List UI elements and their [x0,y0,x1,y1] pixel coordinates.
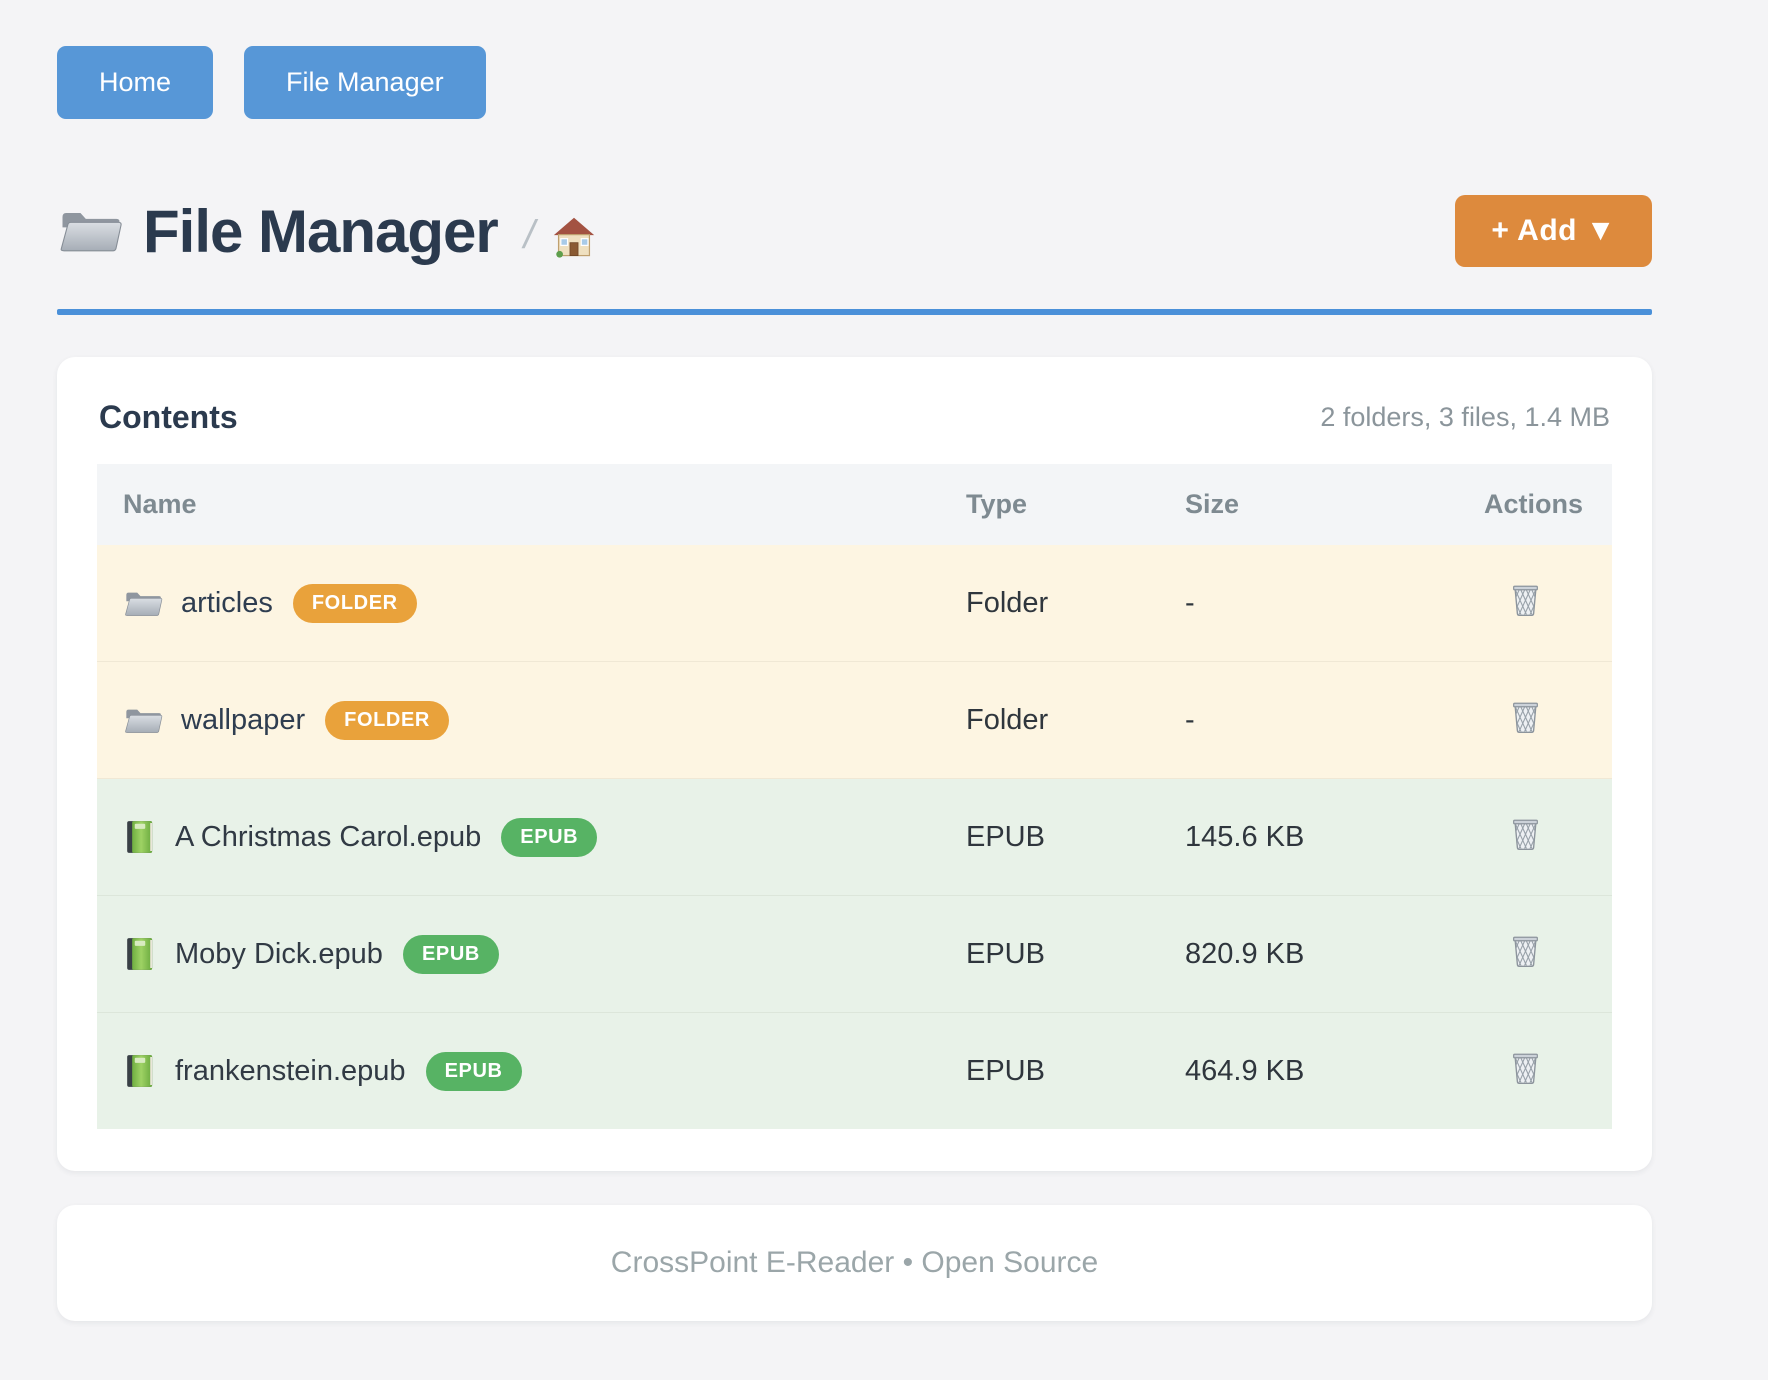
trash-icon [1509,815,1542,851]
nav-file-manager-button[interactable]: File Manager [244,46,486,119]
folder-badge: FOLDER [292,583,417,623]
header-divider [57,309,1652,315]
file-row-moby-dick[interactable]: Moby Dick.epub EPUB EPUB 820.9 KB [97,895,1612,1013]
footer: CrossPoint E-Reader • Open Source [57,1205,1652,1321]
file-size: 820.9 KB [1159,895,1381,1013]
file-row-articles[interactable]: articles FOLDER Folder - [97,545,1612,662]
file-size: 145.6 KB [1159,778,1381,896]
folder-badge: FOLDER [325,700,449,740]
contents-heading: Contents [99,399,238,435]
epub-badge: EPUB [425,1051,522,1091]
title-group: File Manager / [57,197,597,266]
folder-icon [57,203,123,259]
top-nav: Home File Manager [57,46,1652,119]
contents-summary: 2 folders, 3 files, 1.4 MB [1320,402,1610,432]
page-header: File Manager / + Add ▼ [57,195,1652,267]
file-type: EPUB [940,895,1159,1013]
file-name: A Christmas Carol.epub [175,820,482,853]
file-name: Moby Dick.epub [175,937,383,970]
file-size: - [1159,661,1381,779]
file-row-frankenstein[interactable]: frankenstein.epub EPUB EPUB 464.9 KB [97,1012,1612,1129]
delete-button[interactable] [1509,698,1542,734]
file-name: wallpaper [181,703,306,736]
page-title: File Manager [143,197,499,265]
delete-button[interactable] [1509,581,1542,617]
epub-badge: EPUB [402,934,499,974]
home-icon [551,215,597,258]
file-row-wallpaper[interactable]: wallpaper FOLDER Folder - [97,661,1612,779]
page: Home File Manager File Manager / + Add ▼… [57,0,1652,1321]
file-name: frankenstein.epub [175,1054,406,1087]
file-type: EPUB [940,1012,1159,1129]
delete-button[interactable] [1509,932,1542,968]
column-header-actions: Actions [1381,464,1612,545]
column-header-name: Name [97,464,940,545]
column-header-size: Size [1159,464,1381,545]
folder-icon [123,586,163,621]
file-type: Folder [940,545,1159,662]
folder-icon [123,703,163,738]
epub-badge: EPUB [501,817,598,857]
book-icon [123,818,157,856]
table-header-row: Name Type Size Actions [97,464,1612,545]
file-size: 464.9 KB [1159,1012,1381,1129]
delete-button[interactable] [1509,1049,1542,1085]
contents-card: Contents 2 folders, 3 files, 1.4 MB Name… [57,357,1652,1171]
book-icon [123,935,157,973]
trash-icon [1509,932,1542,968]
file-type: EPUB [940,778,1159,896]
contents-card-header: Contents 2 folders, 3 files, 1.4 MB [97,397,1612,464]
trash-icon [1509,581,1542,617]
file-size: - [1159,545,1381,662]
trash-icon [1509,1049,1542,1085]
delete-button[interactable] [1509,815,1542,851]
breadcrumb-separator: / [523,212,535,257]
nav-home-button[interactable]: Home [57,46,214,119]
footer-text: CrossPoint E-Reader • Open Source [610,1246,1099,1279]
breadcrumb-home-link[interactable] [551,215,597,258]
file-name: articles [181,586,273,619]
trash-icon [1509,698,1542,734]
add-button[interactable]: + Add ▼ [1455,195,1652,267]
files-table: Name Type Size Actions articles FOLDER F… [97,464,1612,1129]
file-row-christmas-carol[interactable]: A Christmas Carol.epub EPUB EPUB 145.6 K… [97,778,1612,896]
column-header-type: Type [940,464,1159,545]
book-icon [123,1052,157,1090]
file-type: Folder [940,661,1159,779]
